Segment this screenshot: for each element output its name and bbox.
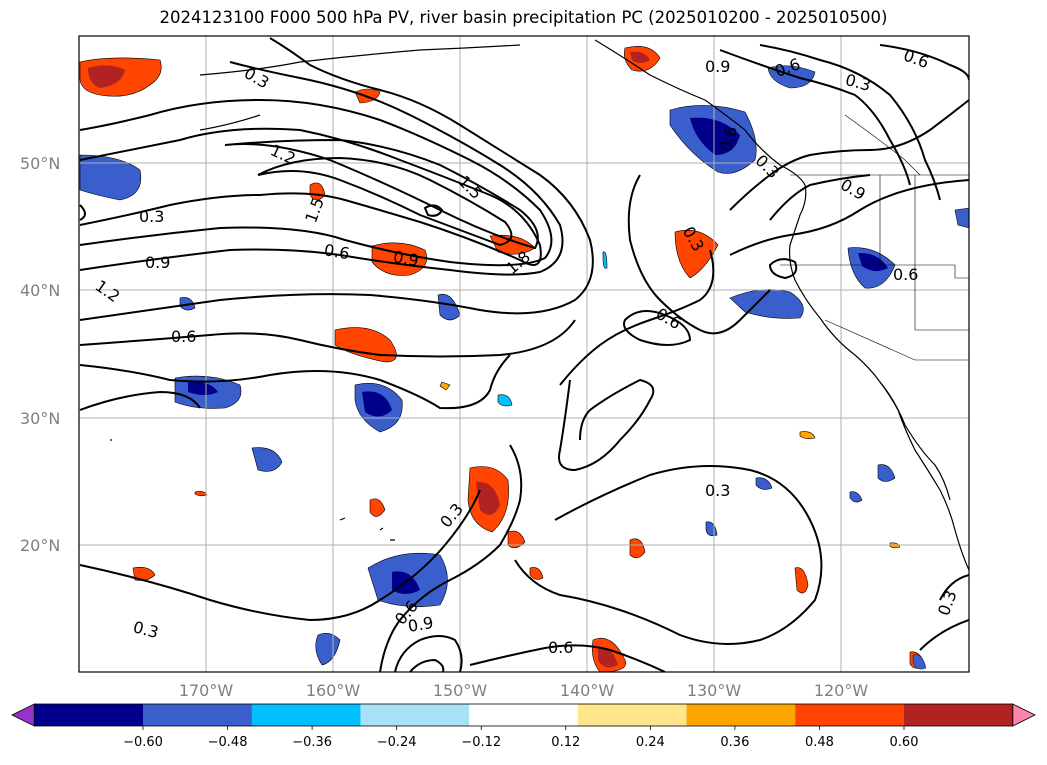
pv-contour: [379, 444, 523, 672]
pv-contour: [623, 174, 771, 346]
contour-label: 0.6: [171, 327, 196, 346]
colorbar-box: [904, 704, 1014, 726]
pv-contour: [729, 179, 969, 256]
colorbar-extend-low: [11, 703, 35, 727]
pv-contours: [79, 37, 969, 672]
colorbar-extend-high: [1012, 703, 1036, 727]
contour-label: 0.6: [893, 265, 918, 284]
contour-label: 0.3: [139, 207, 164, 226]
pv-contour: [79, 489, 481, 622]
pv-contour: [919, 574, 969, 651]
pv-contour: [559, 249, 715, 386]
pv-contour: [79, 98, 553, 267]
colorbar-box: [577, 704, 688, 726]
pv-contour: [729, 44, 969, 211]
colorbar-tick-label: 0.36: [720, 735, 749, 750]
baja-coastline: [879, 381, 951, 501]
lat-label-30n: 30°N: [20, 409, 60, 428]
colorbar-tick-label: 0.48: [805, 735, 834, 750]
colorbar: −0.60 −0.48 −0.36 −0.24 −0.12 0.12 0.24 0.36 0.4…: [11, 703, 1036, 750]
colorbar-box: [686, 704, 796, 726]
contour-label: 0.9: [705, 57, 730, 76]
pv-contour: [469, 644, 666, 672]
pv-contour: [394, 635, 463, 672]
lon-label-170w: 170°W: [179, 681, 234, 700]
colorbar-tick-label: 0.12: [551, 735, 580, 750]
contour-label: 0.3: [705, 481, 730, 500]
pv-contour: [768, 258, 798, 280]
lat-label-40n: 40°N: [20, 281, 60, 300]
lon-label-140w: 140°W: [560, 681, 615, 700]
gridlines: [79, 36, 969, 672]
colorbar-tick-label: −0.12: [461, 735, 501, 750]
colorbar-box: [251, 704, 361, 726]
pv-contour: [79, 378, 655, 472]
latitude-labels: 20°N 30°N 40°N 50°N: [20, 154, 60, 555]
precip-shading: [79, 46, 969, 672]
colorbar-tick-label: 0.24: [636, 735, 665, 750]
colorbar-box: [360, 704, 470, 726]
lon-label-130w: 130°W: [687, 681, 742, 700]
pv-contour: [759, 44, 941, 221]
contour-label: 0.6: [548, 638, 573, 657]
map-title: 2024123100 F000 500 hPa PV, river basin …: [159, 8, 888, 27]
lon-label-160w: 160°W: [306, 681, 361, 700]
contour-label: 0.6: [323, 240, 351, 263]
colorbar-outline: [33, 703, 1014, 727]
pv-contour: [514, 465, 823, 645]
colorbar-tick-label: −0.36: [292, 735, 332, 750]
colorbar-tick-label: 0.60: [890, 735, 919, 750]
precip-negative-area: [79, 154, 142, 201]
lon-label-120w: 120°W: [814, 681, 869, 700]
colorbar-box: [469, 704, 579, 726]
longitude-labels: 170°W 160°W 150°W 140°W 130°W 120°W: [179, 681, 869, 700]
pv-contour: [79, 354, 511, 410]
colorbar-tick-label: −0.48: [208, 735, 248, 750]
lat-label-50n: 50°N: [20, 154, 60, 173]
contour-label: 0.9: [392, 247, 420, 270]
pv-contour: [79, 319, 576, 358]
pv-contour: [79, 37, 594, 321]
pv-contour: [719, 49, 911, 186]
colorbar-box: [34, 704, 144, 726]
pv-contour: [257, 156, 513, 247]
lat-label-20n: 20°N: [20, 536, 60, 555]
pv-contour: [79, 61, 564, 276]
map-border: [78, 35, 970, 673]
pv-contour: [224, 138, 539, 250]
map-panel: [79, 36, 969, 672]
contour-label: 0.9: [406, 613, 434, 636]
colorbar-tick-label: −0.60: [123, 735, 163, 750]
lon-label-150w: 150°W: [433, 681, 488, 700]
contour-label: 0.9: [145, 253, 170, 272]
colorbar-box: [143, 704, 253, 726]
colorbar-tick-label: −0.24: [377, 735, 417, 750]
colorbar-box: [795, 704, 905, 726]
pv-contour: [409, 658, 445, 672]
